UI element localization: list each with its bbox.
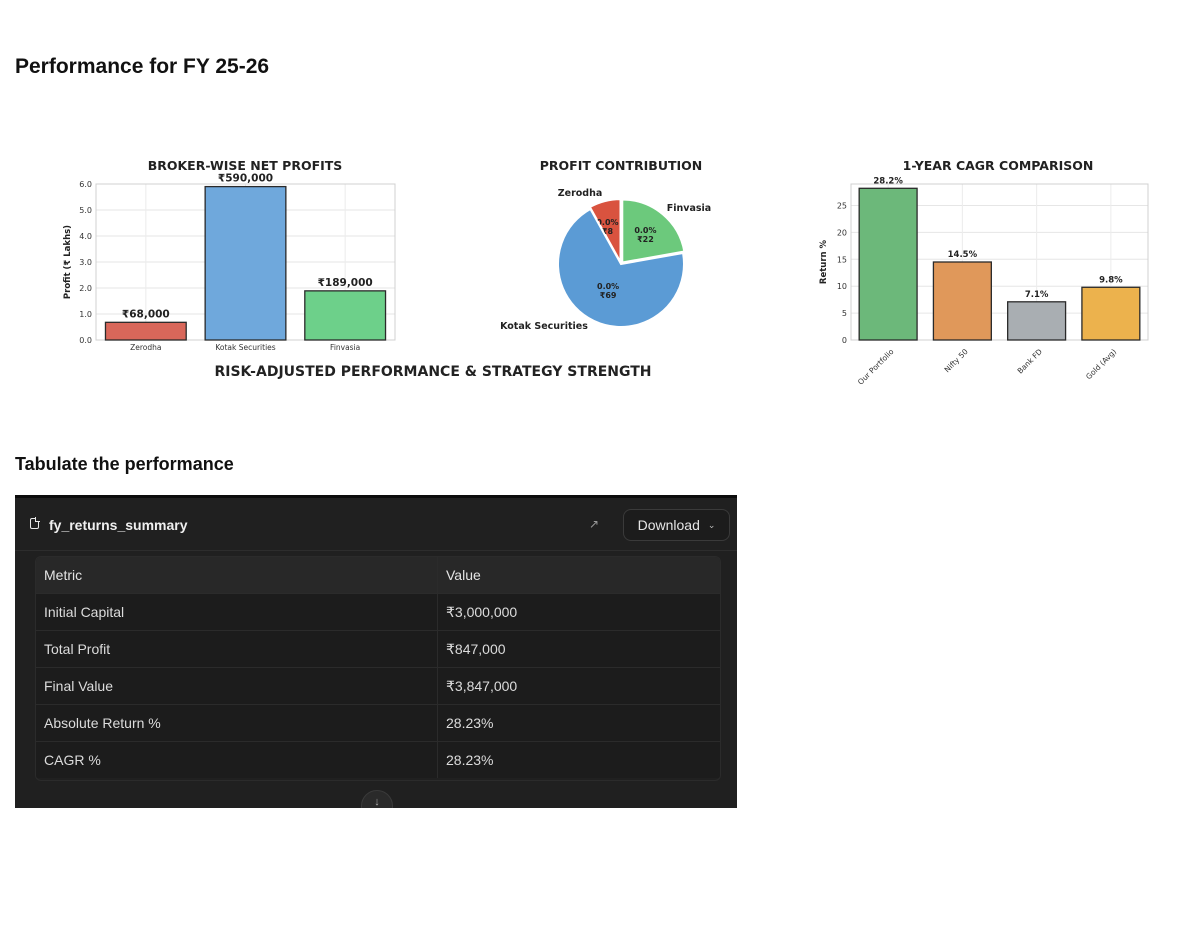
file-name: fy_returns_summary [49, 517, 188, 533]
code-output-panel: fy_returns_summary ↗ Download ⌄ Metric V… [15, 495, 737, 808]
expand-icon[interactable]: ↗ [588, 517, 600, 531]
column-header-metric[interactable]: Metric [36, 557, 438, 594]
table-row: Absolute Return % 28.23% [36, 704, 720, 742]
y-tick-label: 6.0 [79, 180, 92, 189]
table-cell: 28.23% [437, 741, 720, 778]
bar-data-label: 28.2% [873, 176, 903, 186]
slice-category-label: Kotak Securities [500, 321, 588, 332]
x-tick-label: Kotak Securities [215, 343, 275, 352]
panel-header: fy_returns_summary ↗ Download ⌄ [15, 498, 737, 551]
table-row: CAGR % 28.23% [36, 741, 720, 778]
y-tick-label: 20 [837, 228, 847, 237]
table-cell: 28.23% [437, 704, 720, 742]
x-tick-label: Zerodha [130, 343, 161, 352]
file-icon [30, 517, 40, 529]
bar [104, 321, 187, 341]
chart3-y-ticks: 0 5 10 15 20 25 [837, 202, 847, 345]
x-tick-label: Bank FD [1016, 347, 1045, 376]
y-tick-label: 1.0 [79, 310, 92, 319]
pie-slice [588, 198, 622, 266]
chart2-title: PROFIT CONTRIBUTION [540, 158, 703, 173]
x-tick-label: Gold (Avg) [1084, 347, 1118, 381]
chart1-bars: ₹68,000 ₹590,000 ₹189,000 [104, 173, 387, 341]
y-tick-label: 0 [842, 336, 847, 345]
chart3-x-ticks: Our Portfolio Nifty 50 Bank FD Gold (Avg) [856, 347, 1118, 387]
y-tick-label: 15 [837, 255, 847, 264]
bar [1081, 286, 1141, 341]
download-button[interactable]: Download ⌄ [623, 509, 730, 541]
table-row: Initial Capital ₹3,000,000 [36, 593, 720, 631]
table-cell: ₹847,000 [437, 630, 720, 668]
x-tick-label: Our Portfolio [856, 347, 896, 387]
chart3-title: 1-YEAR CAGR COMPARISON [903, 158, 1094, 173]
table-cell: ₹3,847,000 [437, 667, 720, 705]
bar-data-label: 9.8% [1099, 275, 1123, 285]
bar [204, 185, 287, 341]
section-title: Tabulate the performance [15, 454, 234, 474]
y-tick-label: 2.0 [79, 284, 92, 293]
chart3-frame [850, 183, 1149, 341]
column-header-value[interactable]: Value [437, 557, 720, 594]
y-tick-label: 25 [837, 202, 847, 211]
bar-data-label: ₹68,000 [122, 308, 170, 320]
slice-percent-label: 0.0% [596, 218, 618, 227]
bar-data-label: ₹590,000 [218, 173, 273, 185]
slice-category-label: Finvasia [667, 203, 711, 214]
chart1-ylabel: Profit (₹ Lakhs) [63, 225, 73, 299]
bar-data-label: 7.1% [1025, 290, 1049, 300]
chart1-y-ticks: 0.0 1.0 2.0 3.0 4.0 5.0 6.0 [79, 180, 92, 345]
table-header-row: Metric Value [36, 557, 720, 594]
table-cell: ₹3,000,000 [437, 593, 720, 631]
chart3-ylabel: Return % [819, 239, 829, 284]
charts-figure: BROKER-WISE NET PROFITS Profit (₹ Lakhs)… [63, 158, 1149, 387]
table-cell: Final Value [36, 667, 438, 705]
bar-data-label: ₹189,000 [318, 277, 373, 289]
bar [932, 261, 992, 341]
slice-percent-label: 0.0% [597, 282, 619, 291]
table-cell: Initial Capital [36, 593, 438, 631]
pie-slice [621, 198, 686, 264]
table-cell: Total Profit [36, 630, 438, 668]
slice-percent-label: 0.0% [634, 226, 656, 235]
y-tick-label: 5.0 [79, 206, 92, 215]
pie-slice [557, 207, 685, 328]
table-cell: CAGR % [36, 741, 438, 778]
table-row: Total Profit ₹847,000 [36, 630, 720, 668]
x-tick-label: Finvasia [330, 343, 360, 352]
summary-table-container[interactable]: Metric Value Initial Capital ₹3,000,000 … [35, 556, 721, 781]
table-cell: Absolute Return % [36, 704, 438, 742]
download-label: Download [637, 517, 700, 533]
y-tick-label: 3.0 [79, 258, 92, 267]
bar [304, 290, 387, 341]
y-tick-label: 10 [837, 282, 847, 291]
bar-data-label: 14.5% [948, 250, 978, 260]
y-tick-label: 5 [842, 309, 847, 318]
slice-value-label: ₹8 [602, 227, 614, 236]
chevron-down-icon: ⌄ [707, 519, 716, 530]
scroll-down-button[interactable]: ↓ [361, 790, 393, 808]
bar [1007, 301, 1067, 341]
y-tick-label: 0.0 [79, 336, 92, 345]
slice-value-label: ₹69 [600, 291, 617, 300]
x-tick-label: Nifty 50 [943, 347, 970, 374]
chart1-x-ticks: Zerodha Kotak Securities Finvasia [130, 343, 360, 352]
figure-caption: RISK-ADJUSTED PERFORMANCE & STRATEGY STR… [214, 364, 651, 380]
page-title: Performance for FY 25-26 [15, 55, 270, 78]
bar [858, 187, 918, 341]
slice-value-label: ₹22 [637, 235, 654, 244]
summary-table: Metric Value Initial Capital ₹3,000,000 … [36, 557, 720, 778]
chart3-bars: 28.2% 14.5% 7.1% 9.8% [858, 176, 1141, 341]
chart1-title: BROKER-WISE NET PROFITS [148, 158, 343, 173]
y-tick-label: 4.0 [79, 232, 92, 241]
slice-category-label: Zerodha [558, 188, 603, 199]
chart2-pie: 0.0%₹8Zerodha0.0%₹22Finvasia0.0%₹69Kotak… [500, 188, 711, 332]
table-row: Final Value ₹3,847,000 [36, 667, 720, 705]
